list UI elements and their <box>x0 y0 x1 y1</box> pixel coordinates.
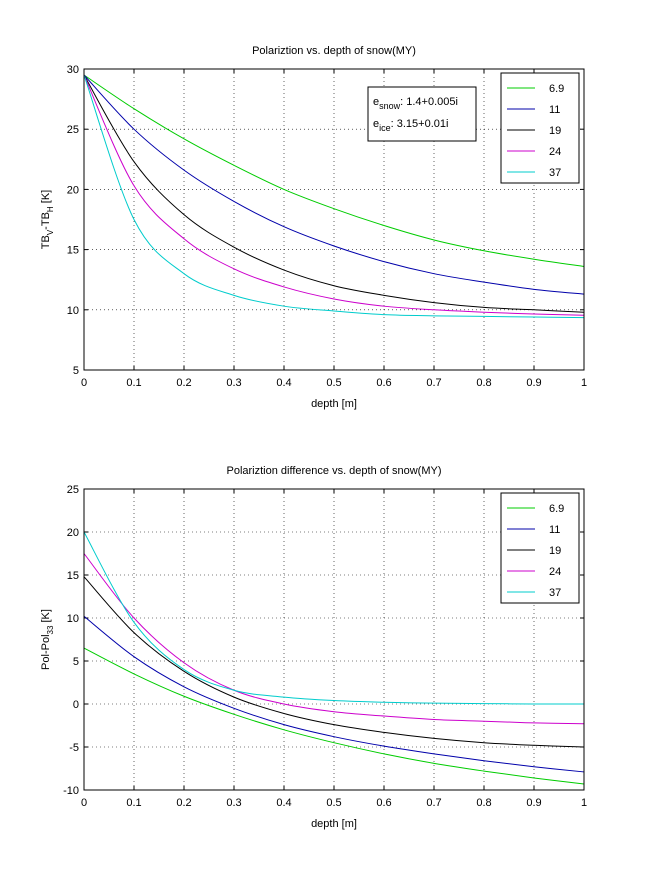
x-tick-label: 0.7 <box>426 797 441 809</box>
x-tick-label: 0.6 <box>376 797 391 809</box>
x-axis-label: depth [m] <box>311 398 357 410</box>
legend-label: 6.9 <box>549 503 564 515</box>
y-tick-label: 10 <box>67 305 79 317</box>
y-axis-label-sub2: H <box>46 206 55 212</box>
legend: 6.9 11 19 24 37 <box>500 72 580 184</box>
series-line-37 <box>83 74 585 319</box>
x-tick-label: 0.3 <box>226 377 241 389</box>
series-line-11 <box>83 74 585 295</box>
legend-label: 24 <box>549 566 561 578</box>
annotation-line: eice: 3.15+0.01i <box>373 118 448 133</box>
plot-border <box>83 488 585 791</box>
x-tick-label: 0.6 <box>376 377 391 389</box>
legend-label: 6.9 <box>549 83 564 95</box>
series-line-6-9 <box>83 647 585 785</box>
x-tick-label: 0.9 <box>526 377 541 389</box>
series-line-24 <box>83 74 585 316</box>
chart-1: 0 0.1 0.2 0.3 0.4 0.5 0.6 0.7 0.8 0.9 151015202530… <box>40 45 587 410</box>
series-line-37 <box>83 531 585 705</box>
x-tick-label: 0 <box>81 377 87 389</box>
x-tick-label: 0.2 <box>176 377 191 389</box>
y-axis-label-sub1: 33 <box>46 625 55 634</box>
legend-label: 24 <box>549 146 561 158</box>
y-tick-label: 20 <box>67 184 79 196</box>
x-tick-label: 0.8 <box>476 377 491 389</box>
chart-title: Polariztion vs. depth of snow(MY) <box>252 45 416 57</box>
x-tick-label: 0.5 <box>326 377 341 389</box>
annotation-box <box>367 86 477 142</box>
y-axis-label: TBV-TBH [K] <box>40 190 55 249</box>
annotation-sub: snow <box>379 101 401 111</box>
y-axis-label-tail: [K] <box>40 609 52 626</box>
legend: 6.9 11 19 24 37 <box>500 492 580 604</box>
legend-label: 11 <box>549 524 560 536</box>
annotation-sub: ice <box>379 123 391 133</box>
series-line-19 <box>83 74 585 313</box>
x-tick-label: 0.8 <box>476 797 491 809</box>
legend-label: 37 <box>549 587 561 599</box>
chart-title: Polariztion difference vs. depth of snow… <box>226 465 441 477</box>
annotation-base: e <box>373 96 379 108</box>
annotation-base: e <box>373 118 379 130</box>
x-tick-label: 1 <box>581 377 587 389</box>
x-tick-label: 0.9 <box>526 797 541 809</box>
x-tick-label: 0.5 <box>326 797 341 809</box>
y-tick-label: -10 <box>63 785 79 797</box>
y-tick-label: 10 <box>67 613 79 625</box>
x-tick-label: 0.4 <box>276 377 291 389</box>
y-tick-label: 20 <box>67 527 79 539</box>
y-axis-label-mid: -TB <box>40 212 52 230</box>
plot-border <box>83 68 585 371</box>
x-tick-label: 1 <box>581 797 587 809</box>
y-tick-label: -5 <box>69 742 79 754</box>
y-tick-label: 5 <box>73 656 79 668</box>
y-tick-label: 15 <box>67 245 79 257</box>
x-tick-label: 0.1 <box>126 797 141 809</box>
series-line-11 <box>83 615 585 773</box>
y-tick-label: 5 <box>73 365 79 377</box>
chart-2: 0 0.1 0.2 0.3 0.4 0.5 0.6 0.7 0.8 0.9 1 -10 -5 0 5 10 15… <box>40 465 587 830</box>
legend-label: 19 <box>549 545 561 557</box>
series-line-24 <box>83 553 585 725</box>
series-line-19 <box>83 576 585 748</box>
series-line-6-9 <box>83 74 585 267</box>
annotation-value: : 1.4+0.005i <box>400 96 458 108</box>
x-tick-label: 0.3 <box>226 797 241 809</box>
y-tick-label: 0 <box>73 699 79 711</box>
y-tick-label: 30 <box>67 64 79 76</box>
annotation-value: : 3.15+0.01i <box>391 118 449 130</box>
x-tick-label: 0.2 <box>176 797 191 809</box>
y-tick-label: 15 <box>67 570 79 582</box>
y-tick-label: 25 <box>67 484 79 496</box>
x-tick-label: 0.4 <box>276 797 291 809</box>
y-axis-label: Pol-Pol33 [K] <box>40 609 55 670</box>
y-axis-label-sub1: V <box>46 229 55 235</box>
legend-box <box>500 72 580 184</box>
x-axis-label: depth [m] <box>311 818 357 830</box>
y-tick-label: 25 <box>67 124 79 136</box>
y-axis-label-base1: Pol-Pol <box>40 634 52 669</box>
y-axis-label-base1: TB <box>40 235 52 249</box>
x-tick-label: 0.1 <box>126 377 141 389</box>
legend-label: 37 <box>549 167 561 179</box>
legend-label: 19 <box>549 125 561 137</box>
legend-label: 11 <box>549 104 560 116</box>
y-axis-label-tail: [K] <box>40 190 52 207</box>
x-tick-label: 0 <box>81 797 87 809</box>
x-tick-label: 0.7 <box>426 377 441 389</box>
annotation-line: esnow: 1.4+0.005i <box>373 96 458 111</box>
legend-box <box>500 492 580 604</box>
